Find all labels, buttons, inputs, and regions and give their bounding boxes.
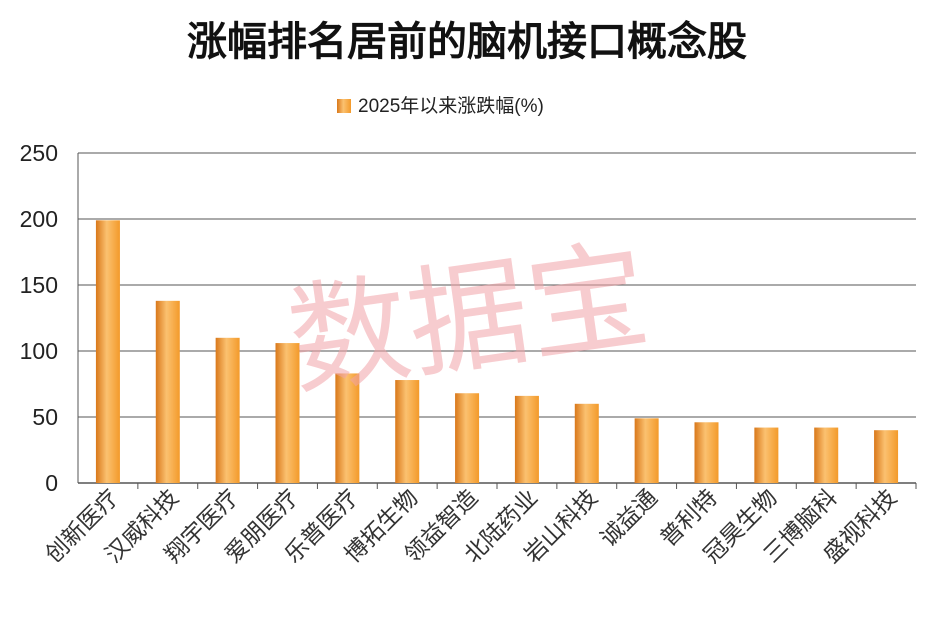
legend: 2025年以来涨跌幅(%) — [337, 95, 544, 117]
y-tick-label: 50 — [32, 404, 58, 430]
y-tick-label: 250 — [20, 140, 58, 166]
bar — [275, 343, 300, 483]
bar — [514, 395, 539, 483]
bar — [455, 393, 480, 483]
bar — [335, 373, 360, 483]
bar — [814, 427, 839, 483]
legend-swatch — [337, 99, 351, 113]
legend-label: 2025年以来涨跌幅(%) — [358, 95, 544, 117]
bars — [95, 220, 899, 483]
bar — [395, 380, 420, 483]
bar — [694, 422, 719, 483]
bar — [95, 220, 120, 483]
bar — [215, 337, 240, 483]
y-axis: 0 50 100 150 200 250 — [20, 140, 58, 496]
bar — [754, 427, 779, 483]
y-tick-label: 0 — [45, 470, 58, 496]
chart-title: 涨幅排名居前的脑机接口概念股 — [187, 19, 747, 65]
x-tick-label: 诚益通 — [596, 485, 663, 552]
bar — [634, 418, 659, 483]
bar — [155, 300, 180, 483]
y-tick-label: 200 — [20, 206, 58, 232]
bar — [874, 430, 899, 483]
watermark: 数据宝 — [281, 226, 657, 414]
bar — [574, 403, 599, 483]
y-tick-label: 150 — [20, 272, 58, 298]
y-tick-label: 100 — [20, 338, 58, 364]
x-axis: 创新医疗汉威科技翔宇医疗爱朋医疗乐普医疗博拓生物领益智造北陆药业岩山科技诚益通普… — [41, 483, 917, 568]
